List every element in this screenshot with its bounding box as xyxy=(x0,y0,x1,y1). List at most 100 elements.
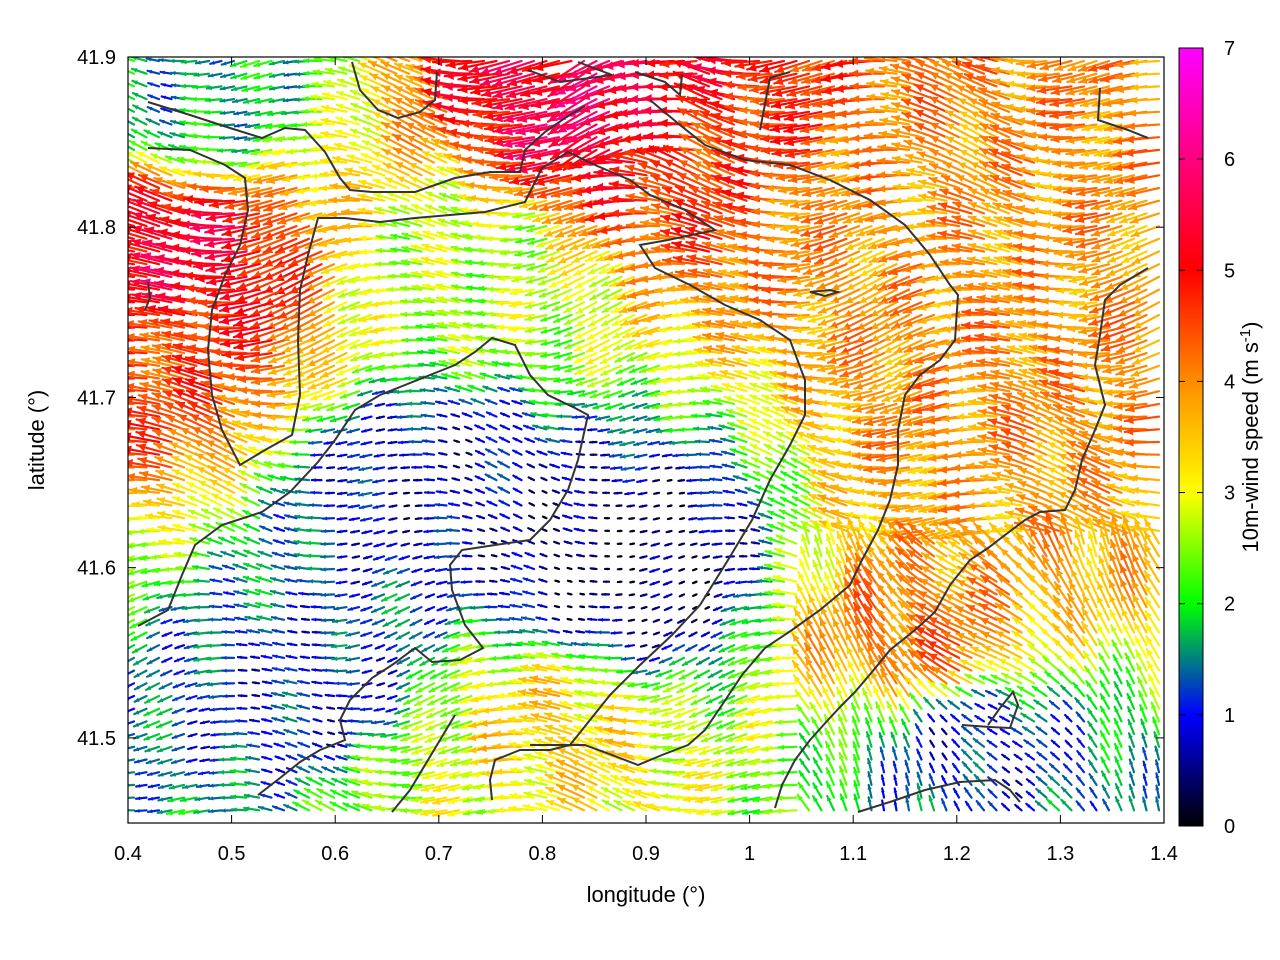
wind-arrow-shaft xyxy=(691,57,711,63)
wind-arrow xyxy=(457,59,498,72)
wind-arrow-head xyxy=(1078,64,1088,72)
wind-arrow xyxy=(146,106,161,113)
wind-arrow-head xyxy=(540,304,547,310)
wind-arrow-head xyxy=(185,284,195,293)
wind-arrow xyxy=(671,59,711,75)
wind-arrow-head xyxy=(241,74,248,80)
wind-arrow-head xyxy=(943,299,952,307)
wind-arrow-head xyxy=(902,112,912,120)
wind-arrow xyxy=(395,175,423,190)
wind-arrow-head xyxy=(97,242,107,250)
wind-arrow xyxy=(359,74,386,88)
wind-arrow xyxy=(1130,225,1161,238)
wind-arrow xyxy=(194,59,211,65)
wind-arrow-head xyxy=(750,181,759,190)
wind-arrow xyxy=(131,116,148,126)
wind-arrow-head xyxy=(487,298,494,305)
wind-arrow-head xyxy=(184,271,194,281)
wind-arrow-head xyxy=(325,67,333,74)
wind-arrow-head xyxy=(368,49,377,56)
wind-arrow-head xyxy=(327,57,334,61)
wind-arrow-head xyxy=(1125,135,1135,144)
wind-arrow xyxy=(958,57,973,63)
wind-arrow-head xyxy=(462,143,471,152)
wind-arrow-head xyxy=(358,62,367,69)
wind-arrow-head xyxy=(349,141,357,148)
wind-arrow-head xyxy=(991,57,999,63)
wind-arrow-head xyxy=(932,49,940,56)
wind-arrow-head xyxy=(628,94,638,104)
wind-arrow-head xyxy=(484,222,492,230)
wind-arrow-head xyxy=(210,60,215,65)
wind-arrow-head xyxy=(1068,64,1077,72)
wind-arrow xyxy=(958,148,986,164)
wind-arrow-head xyxy=(931,274,939,282)
wind-arrow-head xyxy=(1044,183,1052,191)
wind-arrow-head xyxy=(642,106,652,116)
wind-arrow xyxy=(1107,250,1136,264)
wind-arrow xyxy=(1039,59,1073,71)
wind-arrow-head xyxy=(611,223,621,232)
wind-arrow-head xyxy=(487,286,494,293)
wind-arrow-shaft xyxy=(383,57,398,63)
wind-arrow-head xyxy=(864,57,873,63)
wind-arrow xyxy=(952,49,986,63)
wind-arrow-head xyxy=(1040,145,1049,154)
wind-arrow-head xyxy=(851,108,860,116)
wind-arrow xyxy=(844,288,873,305)
wind-arrow-head xyxy=(812,63,822,72)
wind-arrow xyxy=(705,57,748,65)
wind-arrow-head xyxy=(97,256,106,265)
wind-arrow xyxy=(932,49,961,63)
wind-arrow xyxy=(131,92,148,101)
wind-arrow-head xyxy=(119,92,125,96)
wind-arrow xyxy=(324,67,348,75)
wind-arrow-head xyxy=(473,234,481,241)
wind-arrow-head xyxy=(762,298,771,307)
wind-arrow-head xyxy=(618,96,628,105)
wind-arrow-head xyxy=(751,194,760,203)
wind-arrow-head xyxy=(294,97,300,102)
wind-arrow-head xyxy=(368,61,378,68)
wind-arrow-head xyxy=(626,249,636,258)
wind-arrow xyxy=(863,57,898,63)
wind-arrow-head xyxy=(833,59,844,68)
wind-arrow-head xyxy=(202,146,209,153)
wind-arrow-head xyxy=(194,72,200,78)
wind-arrow-head xyxy=(621,134,631,144)
wind-arrow-head xyxy=(319,184,327,192)
wind-arrow xyxy=(128,57,136,63)
wind-arrow xyxy=(253,59,273,68)
wind-arrow xyxy=(145,57,161,63)
wind-arrow xyxy=(734,59,773,70)
wind-arrow-head xyxy=(790,64,800,73)
wind-arrow-shaft xyxy=(958,57,973,63)
wind-arrow-head xyxy=(1027,61,1037,70)
wind-arrow xyxy=(1015,59,1048,67)
wind-arrow-head xyxy=(522,76,533,85)
wind-arrow-head xyxy=(821,61,831,71)
wind-arrow-head xyxy=(421,65,432,75)
wind-arrow-head xyxy=(1115,60,1124,69)
wind-arrow-head xyxy=(508,66,519,75)
wind-arrow-head xyxy=(952,49,961,57)
wind-arrow-head xyxy=(204,134,210,140)
wind-arrow xyxy=(479,72,523,87)
wind-arrow xyxy=(146,69,161,75)
wind-arrow-head xyxy=(617,83,627,93)
wind-arrow-head xyxy=(1016,59,1025,67)
wind-arrow-head xyxy=(487,261,494,268)
wind-arrow xyxy=(147,81,161,88)
wind-arrow xyxy=(955,174,986,190)
wind-arrow xyxy=(532,72,573,84)
wind-arrow-head xyxy=(95,310,104,319)
wind-arrow-head xyxy=(373,178,381,185)
wind-arrow-head xyxy=(640,261,649,270)
wind-arrow-head xyxy=(337,91,345,97)
wind-arrow xyxy=(380,60,411,75)
wind-arrow-head xyxy=(507,78,518,87)
wind-arrow-head xyxy=(751,233,760,242)
wind-arrow-head xyxy=(109,308,118,317)
wind-arrow-head xyxy=(475,247,482,254)
wind-arrow xyxy=(341,57,361,63)
